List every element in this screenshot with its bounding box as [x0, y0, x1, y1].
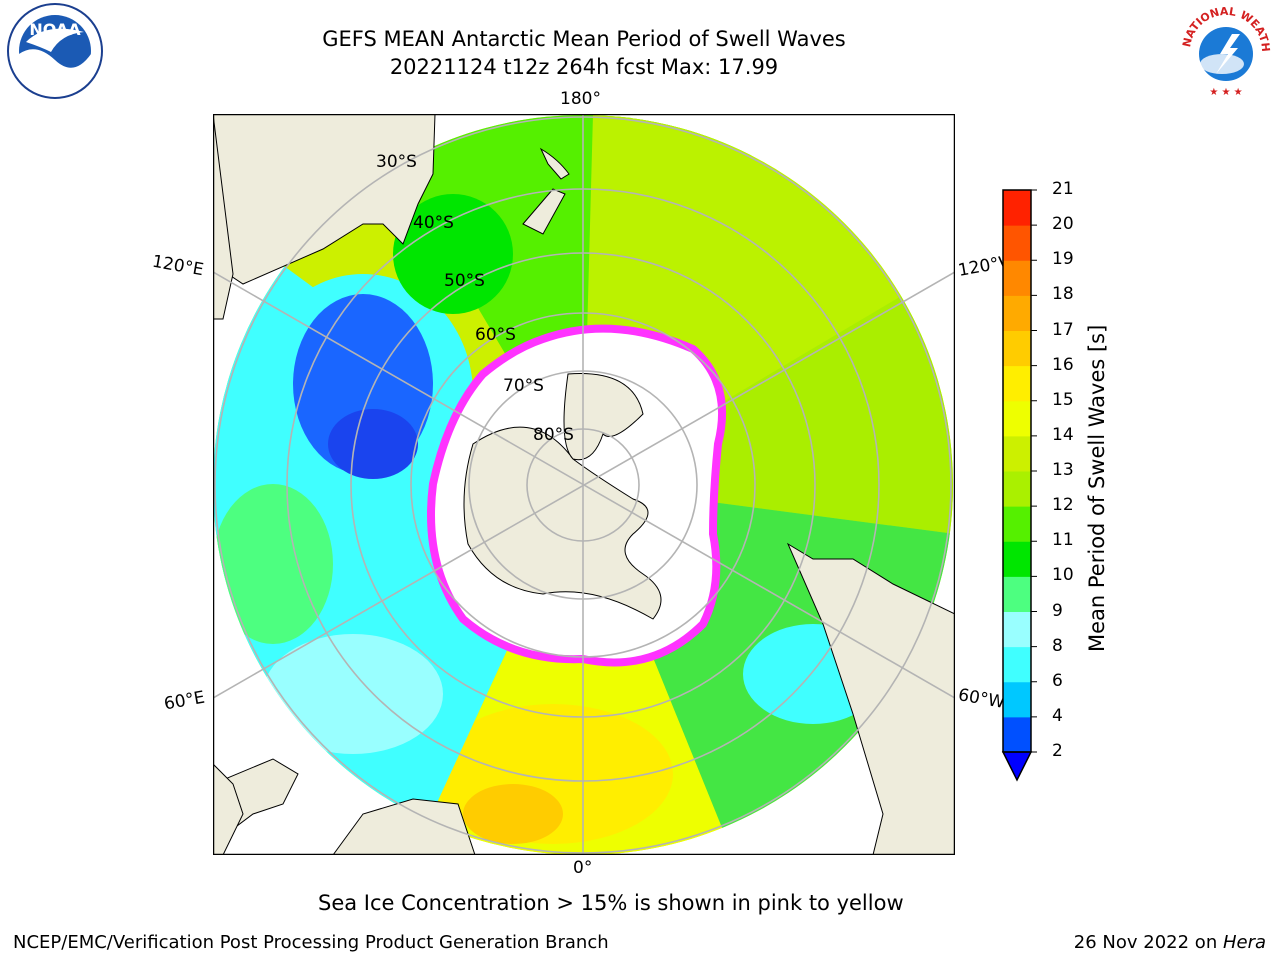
footer-date-text: 26 Nov 2022 on: [1073, 932, 1223, 953]
south-america-land: [786, 542, 955, 855]
new-zealand-land: [522, 147, 570, 235]
map-area: [213, 114, 955, 855]
colorbar-segment: [1003, 260, 1031, 296]
colorbar-tick-label: 17: [1052, 319, 1074, 340]
colorbar-tick-label: 21: [1052, 179, 1074, 199]
colorbar-segment: [1003, 365, 1031, 402]
colorbar-tick-label: 10: [1052, 565, 1074, 586]
nws-logo-icon: NATIONAL WEATHER SERVICE ★ ★ ★: [1176, 2, 1272, 98]
colorbar-segment: [1003, 646, 1031, 683]
lat-label-60s: 60°S: [475, 325, 516, 345]
sea-ice-caption: Sea Ice Concentration > 15% is shown in …: [318, 891, 904, 915]
colorbar-tick-label: 6: [1052, 670, 1063, 691]
colorbar-tick-label: 9: [1052, 600, 1063, 621]
lat-label-70s: 70°S: [503, 376, 544, 396]
footer-machine: Hera: [1222, 932, 1266, 953]
colorbar-tick-label: 11: [1052, 530, 1074, 551]
colorbar-segment: [1003, 435, 1031, 472]
colorbar-tick-label: 12: [1052, 495, 1074, 516]
lon-label-60e: 60°E: [162, 687, 207, 715]
lon-label-120e: 120°E: [150, 251, 206, 281]
colorbar-label: Mean Period of Swell Waves [s]: [1085, 324, 1109, 652]
colorbar-segment: [1003, 190, 1031, 226]
svg-text:★ ★ ★: ★ ★ ★: [1209, 87, 1242, 98]
colorbar-segment: [1003, 716, 1031, 753]
lon-label-0: 0°: [573, 858, 593, 878]
colorbar-segment: [1003, 576, 1031, 612]
colorbar-tick-label: 18: [1052, 284, 1074, 305]
colorbar-tick-label: 20: [1052, 214, 1074, 235]
lon-label-180: 180°: [560, 89, 601, 109]
lon-label-60w: 60°W: [956, 685, 1007, 713]
colorbar-segment: [1003, 225, 1031, 261]
colorbar-tick-label: 15: [1052, 389, 1074, 410]
lat-label-50s: 50°S: [444, 271, 485, 291]
noaa-logo-icon: NOAA: [7, 3, 103, 99]
colorbar: [1001, 189, 1037, 782]
africa-land: [332, 798, 476, 855]
antarctica-land: [463, 373, 662, 620]
colorbar-segment: [1003, 681, 1031, 718]
colorbar-underflow: [1001, 751, 1033, 782]
colorbar-tick-label: 8: [1052, 635, 1063, 656]
colorbar-segment: [1003, 330, 1031, 367]
lat-label-80s: 80°S: [533, 425, 574, 445]
colorbar-tick-label: 13: [1052, 460, 1074, 480]
colorbar-tick-label: 16: [1052, 354, 1074, 375]
graticule: [213, 114, 955, 855]
colorbar-segment: [1003, 400, 1031, 437]
colorbar-segment: [1003, 506, 1031, 542]
map-subtitle: 20221124 t12z 264h fcst Max: 17.99: [389, 55, 779, 79]
colorbar-tick-label: 4: [1052, 705, 1063, 726]
lat-label-30s: 30°S: [376, 152, 417, 172]
australia-land: [213, 114, 436, 285]
noaa-logo-text: NOAA: [29, 20, 81, 39]
colorbar-tick-label: 2: [1052, 741, 1063, 761]
map-title: GEFS MEAN Antarctic Mean Period of Swell…: [322, 27, 846, 51]
polar-map: [213, 114, 955, 855]
lat-label-40s: 40°S: [413, 213, 454, 233]
colorbar-segment: [1003, 611, 1031, 648]
footer-credit: NCEP/EMC/Verification Post Processing Pr…: [13, 932, 609, 953]
colorbar-tick-label: 19: [1052, 249, 1074, 270]
colorbar-tick-label: 14: [1052, 424, 1074, 445]
footer-date: 26 Nov 2022 on Hera: [1074, 932, 1266, 953]
colorbar-segment: [1003, 471, 1031, 507]
colorbar-segment: [1003, 295, 1031, 331]
colorbar-segment: [1003, 541, 1031, 577]
